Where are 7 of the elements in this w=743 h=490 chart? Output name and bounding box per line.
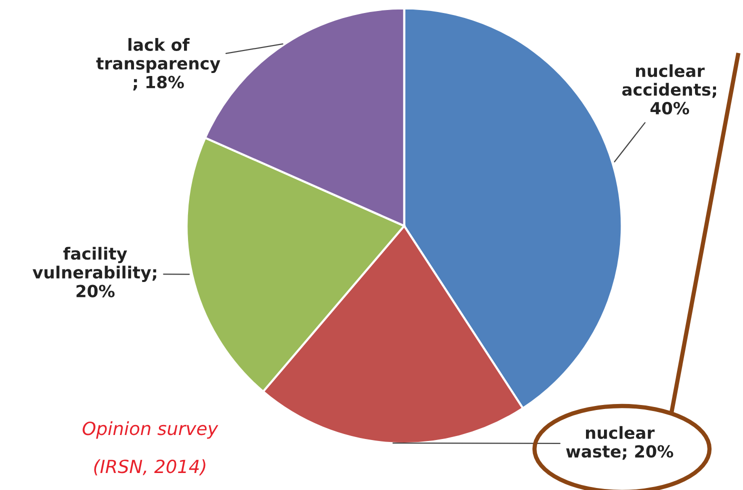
text: (IRSN, 2014) [94, 459, 206, 476]
text: Opinion survey [82, 421, 218, 439]
data-label: ; 18% [133, 76, 184, 91]
slice-label: nuclear accidents; 40% [622, 64, 716, 114]
slice-label: facility vulnerability; 20% [32, 246, 156, 298]
slice-label: lack of transparency [96, 38, 220, 73]
slice-label: nuclear waste; 20% [566, 426, 674, 460]
